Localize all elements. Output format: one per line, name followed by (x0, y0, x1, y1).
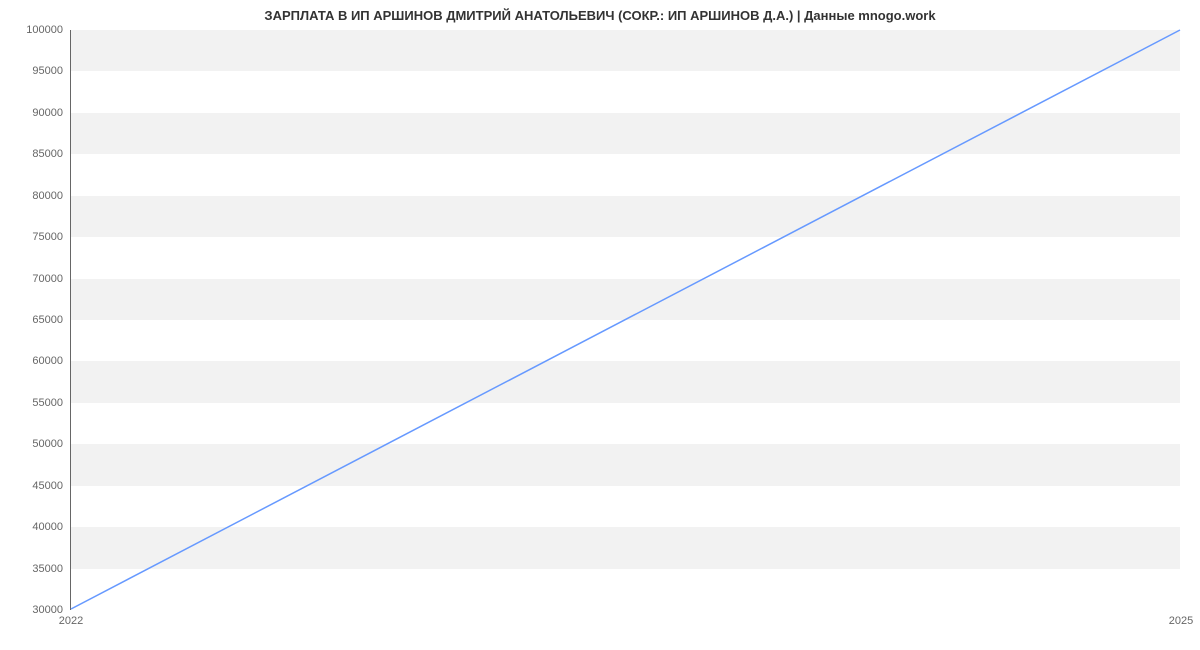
y-tick-label: 50000 (32, 438, 63, 450)
y-tick-label: 75000 (32, 231, 63, 243)
y-tick-label: 65000 (32, 314, 63, 326)
y-tick-label: 40000 (32, 521, 63, 533)
y-tick-label: 90000 (32, 107, 63, 119)
y-tick-label: 100000 (26, 24, 63, 36)
x-tick-label: 2025 (1169, 615, 1193, 627)
y-tick-label: 80000 (32, 190, 63, 202)
x-tick-label: 2022 (59, 615, 83, 627)
chart-title: ЗАРПЛАТА В ИП АРШИНОВ ДМИТРИЙ АНАТОЛЬЕВИ… (0, 8, 1200, 23)
y-tick-label: 85000 (32, 148, 63, 160)
y-tick-label: 70000 (32, 273, 63, 285)
y-tick-label: 55000 (32, 397, 63, 409)
y-tick-label: 45000 (32, 480, 63, 492)
y-tick-label: 95000 (32, 65, 63, 77)
plot-area: 3000035000400004500050000550006000065000… (70, 30, 1180, 610)
chart-line-layer (71, 30, 1180, 609)
y-tick-label: 35000 (32, 563, 63, 575)
series-line-salary (71, 30, 1180, 609)
y-tick-label: 60000 (32, 355, 63, 367)
